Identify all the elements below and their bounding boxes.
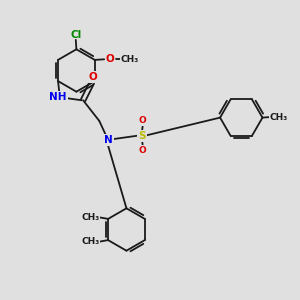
Text: O: O (139, 146, 147, 155)
Text: O: O (106, 54, 114, 64)
Text: Cl: Cl (70, 30, 81, 40)
Text: N: N (104, 135, 112, 145)
Text: O: O (89, 72, 98, 82)
Text: CH₃: CH₃ (81, 213, 100, 222)
Text: NH: NH (49, 92, 67, 102)
Text: S: S (138, 130, 146, 141)
Text: CH₃: CH₃ (121, 55, 139, 64)
Text: CH₃: CH₃ (269, 112, 288, 122)
Text: CH₃: CH₃ (81, 237, 100, 246)
Text: O: O (139, 116, 147, 125)
